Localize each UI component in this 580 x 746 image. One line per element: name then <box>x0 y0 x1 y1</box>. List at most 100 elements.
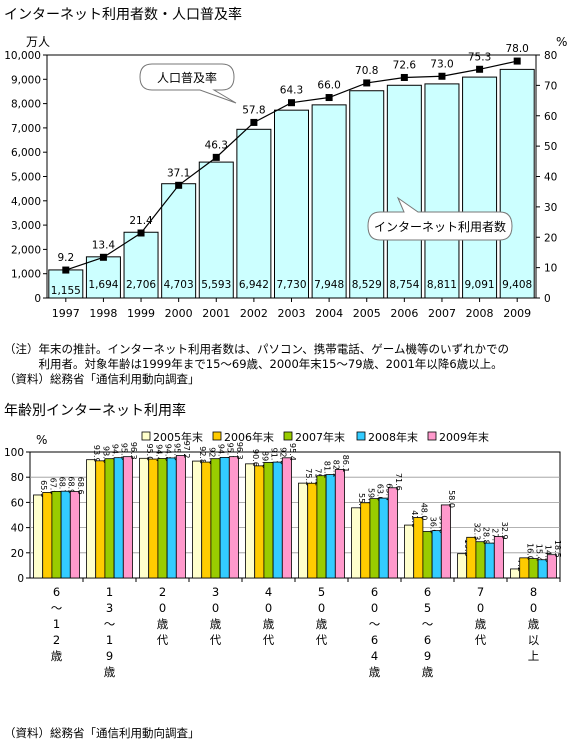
age-bar <box>192 460 203 579</box>
x-category-char: 歳 <box>51 649 63 663</box>
x-category-char: 9 <box>424 649 431 663</box>
penetration-label: 57.8 <box>242 104 265 116</box>
penetration-label: 13.4 <box>92 239 116 251</box>
legend-label: 2007年末 <box>295 430 345 444</box>
age-bar <box>122 456 133 579</box>
age-bar <box>201 461 212 579</box>
x-tick-label: 1998 <box>89 307 117 320</box>
age-bar-label: 81.2 <box>323 461 332 479</box>
x-category-char: 6 <box>424 633 431 647</box>
right-tick-label: 30 <box>544 202 557 214</box>
age-bar-label: 32.9 <box>500 522 509 540</box>
penetration-point <box>288 99 295 107</box>
x-tick-label: 2005 <box>353 307 381 320</box>
age-bar-label: 95.3 <box>173 443 182 461</box>
age-bar <box>166 457 177 579</box>
age-bar <box>316 475 327 579</box>
x-category-char: 以 <box>528 633 540 647</box>
age-bar <box>86 459 97 579</box>
penetration-label: 37.1 <box>167 167 190 179</box>
penetration-point <box>325 94 333 102</box>
age-bar <box>440 504 451 579</box>
age-bar-label: 59.7 <box>366 488 375 506</box>
x-category-char: 歳 <box>157 617 169 631</box>
age-bar <box>457 553 468 579</box>
age-bar <box>334 469 345 579</box>
x-category-char: ～ <box>104 617 116 631</box>
age-bar-label: 18.5 <box>553 540 562 558</box>
x-category-char: 1 <box>106 585 113 599</box>
users-bar-label: 4,703 <box>164 279 194 291</box>
left-tick-label: 0 <box>34 293 41 305</box>
age-bar <box>325 474 336 579</box>
note-line-2: 利用者。対象年齢は1999年まで15～69歳、2000年末15～79歳、2001… <box>4 357 503 371</box>
age-bar <box>210 458 221 579</box>
x-category-char: 3 <box>212 585 219 599</box>
age-bar <box>546 554 557 579</box>
users-bar-label: 7,948 <box>314 279 344 291</box>
legend-swatch <box>283 431 293 441</box>
users-bar <box>48 269 84 299</box>
age-bar <box>113 457 124 579</box>
age-bar <box>387 487 398 579</box>
x-tick-label: 2003 <box>278 307 306 320</box>
legend-swatch <box>356 431 366 441</box>
x-category-char: 歳 <box>210 617 222 631</box>
age-bar <box>245 463 256 579</box>
age-bar <box>33 494 44 579</box>
age-bar-label: 28.8 <box>482 527 491 545</box>
x-tick-label: 2000 <box>165 307 193 320</box>
y-tick-label: 60 <box>11 497 24 509</box>
y-tick-label: 20 <box>11 548 24 560</box>
x-category-char: 0 <box>371 601 378 615</box>
legend-label: 2008年末 <box>368 430 418 444</box>
x-category-char: 代 <box>210 633 222 647</box>
x-category-char: 歳 <box>316 617 328 631</box>
y-tick-label: 0 <box>17 573 24 585</box>
age-bar <box>175 455 186 579</box>
right-axis-unit: % <box>556 35 567 49</box>
x-category-char: 0 <box>530 601 537 615</box>
x-category-char: 上 <box>528 649 540 663</box>
y-axis-unit: % <box>36 433 47 447</box>
age-bar-label: 92.0 <box>207 447 216 465</box>
age-bar <box>422 531 433 579</box>
x-category-char: 0 <box>212 601 219 615</box>
age-bar-label: 94.7 <box>217 444 226 462</box>
x-category-char: 2 <box>53 633 60 647</box>
penetration-label: 46.3 <box>205 139 228 151</box>
users-bar-label: 2,706 <box>126 279 156 291</box>
chart2-note: （資料）総務省「通信利用動向調査」 <box>4 726 200 740</box>
chart1-title: インターネット利用者数・人口普及率 <box>4 7 242 23</box>
users-bar-label: 9,408 <box>502 279 532 291</box>
x-category-char: 歳 <box>475 617 487 631</box>
users-bar-label: 1,694 <box>88 279 118 291</box>
age-bar-label: 86.1 <box>341 455 350 473</box>
left-tick-label: 10,000 <box>4 50 41 62</box>
chart1-note: （注）年末の推計。インターネット利用者数は、パソコン、携帯電話、ゲーム機等のいず… <box>4 342 509 387</box>
penetration-point <box>137 229 145 237</box>
age-bar <box>360 502 371 579</box>
left-axis-unit: 万人 <box>26 35 50 49</box>
left-tick-label: 1,000 <box>11 269 41 281</box>
penetration-label: 75.3 <box>468 51 491 63</box>
users-bar-label: 5,593 <box>201 279 231 291</box>
age-bar-label: 14.5 <box>544 545 553 563</box>
x-category-char: 歳 <box>104 665 116 679</box>
age-bar <box>413 517 424 579</box>
age-bar-label: 94.7 <box>111 444 120 462</box>
left-tick-label: 2,000 <box>11 244 41 256</box>
age-bar-label: 95.0 <box>145 443 154 461</box>
x-category-char: ～ <box>369 617 381 631</box>
x-category-char: 5 <box>424 601 431 615</box>
penetration-label: 21.4 <box>129 215 153 227</box>
left-tick-label: 4,000 <box>11 196 41 208</box>
x-category-char: 0 <box>318 601 325 615</box>
x-category-char: 0 <box>265 601 272 615</box>
age-bar-label: 89.0 <box>260 451 269 469</box>
x-category-char: 0 <box>159 601 166 615</box>
legend-label: 2009年末 <box>439 430 489 444</box>
penetration-point <box>438 72 446 80</box>
penetration-point <box>250 118 258 126</box>
